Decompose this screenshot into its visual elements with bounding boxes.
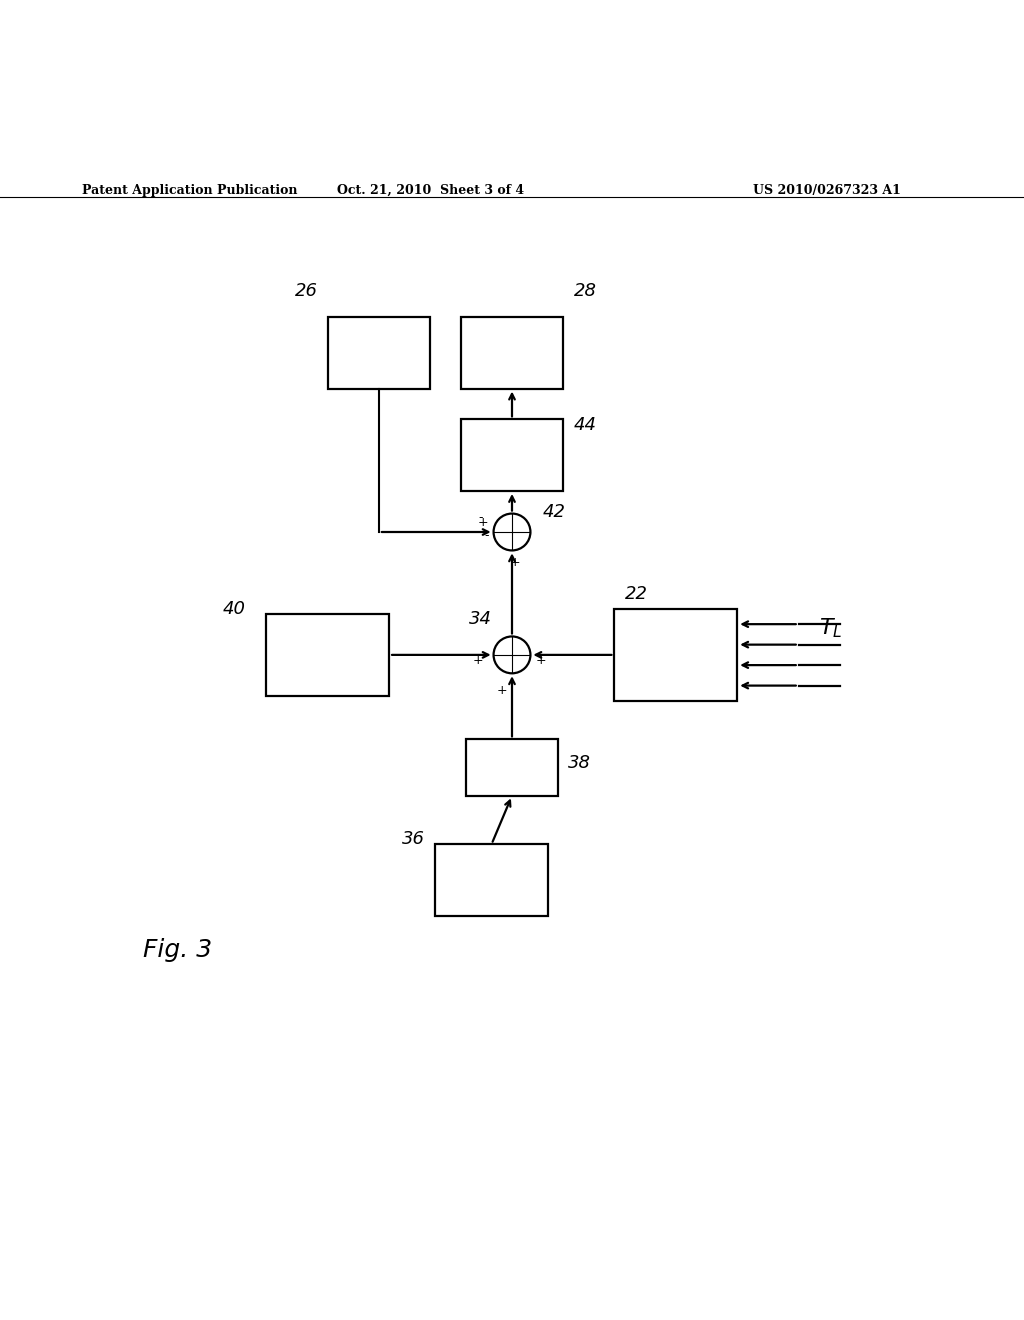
Bar (435, 845, 548, 916)
Text: 26: 26 (295, 282, 317, 301)
Text: 34: 34 (469, 610, 492, 628)
Circle shape (494, 636, 530, 673)
Text: Patent Application Publication: Patent Application Publication (82, 183, 297, 197)
Bar (328, 317, 430, 388)
Text: +: + (478, 516, 488, 529)
Text: -: - (479, 511, 483, 524)
Text: 22: 22 (625, 585, 647, 602)
Bar (614, 609, 737, 701)
Text: +: + (536, 653, 546, 667)
Text: US 2010/0267323 A1: US 2010/0267323 A1 (754, 183, 901, 197)
Text: 36: 36 (402, 830, 425, 849)
Text: 44: 44 (573, 416, 596, 433)
Text: +: + (473, 653, 483, 667)
Circle shape (494, 513, 530, 550)
Bar (461, 317, 563, 388)
Text: +: + (510, 556, 520, 569)
Text: 38: 38 (568, 754, 591, 771)
Text: $T_L$: $T_L$ (819, 616, 843, 640)
Text: -: - (484, 529, 488, 543)
Bar (466, 739, 558, 796)
Text: 40: 40 (223, 599, 246, 618)
Text: +: + (497, 684, 507, 697)
Bar (266, 614, 389, 696)
Text: 28: 28 (573, 282, 596, 301)
Text: 42: 42 (543, 503, 565, 520)
Text: Oct. 21, 2010  Sheet 3 of 4: Oct. 21, 2010 Sheet 3 of 4 (337, 183, 523, 197)
Text: Fig. 3: Fig. 3 (143, 939, 213, 962)
Bar (461, 420, 563, 491)
